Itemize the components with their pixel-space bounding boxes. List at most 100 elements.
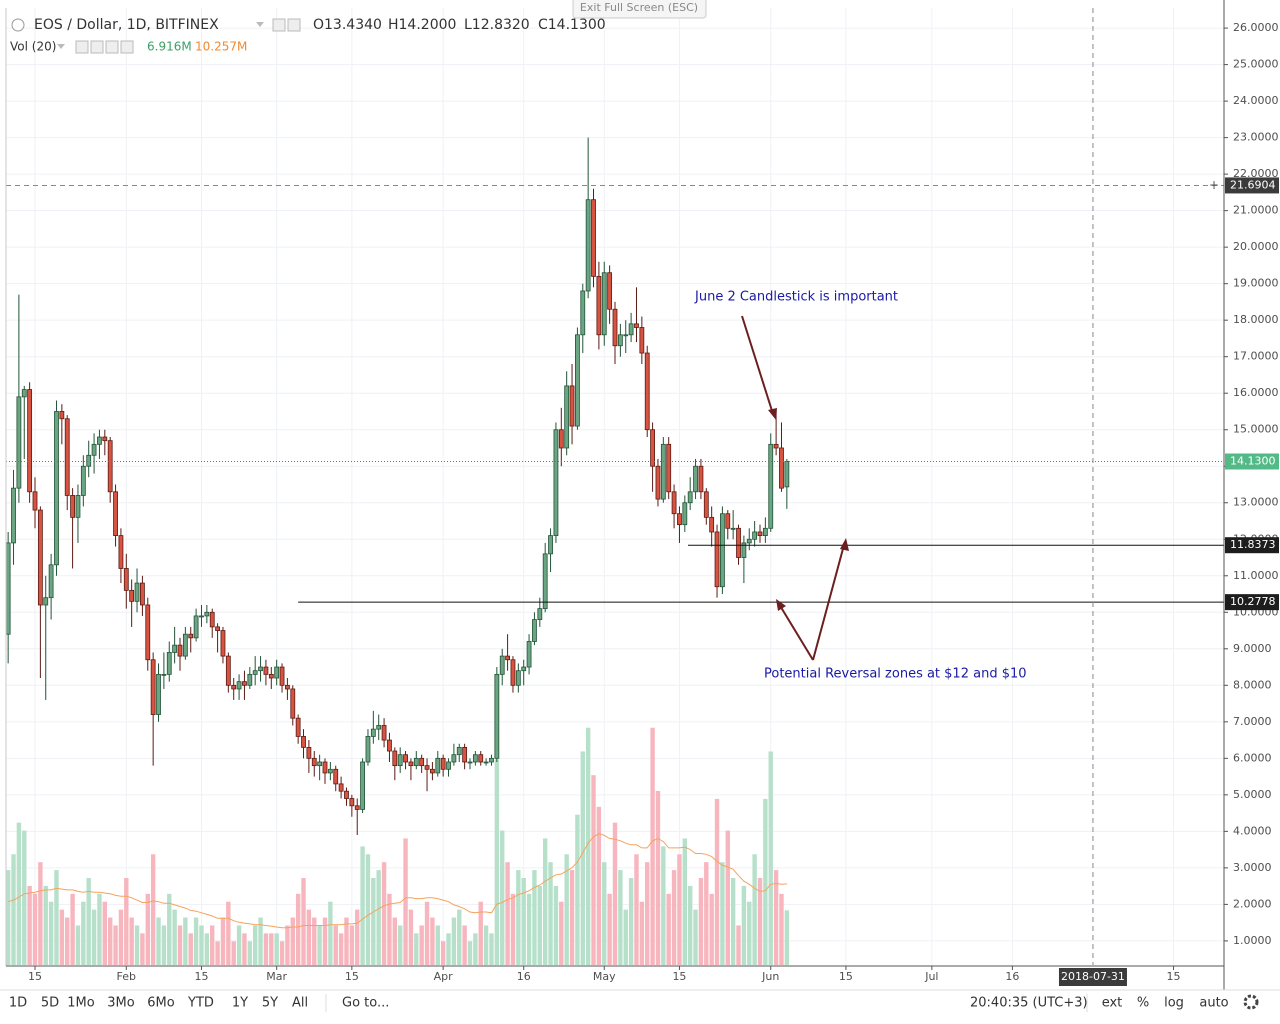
candle-body xyxy=(322,761,328,774)
range-button[interactable]: 6Mo xyxy=(147,996,174,1011)
support-label: 11.8373 xyxy=(1230,538,1276,551)
volume-bar xyxy=(312,917,317,965)
candle-body xyxy=(338,783,344,792)
dropdown-icon[interactable] xyxy=(57,44,65,49)
indicator-button[interactable] xyxy=(105,40,119,54)
indicator-button[interactable] xyxy=(75,40,89,54)
exit-fullscreen-label[interactable]: Exit Full Screen (ESC) xyxy=(580,1,698,14)
candle-body xyxy=(21,389,27,398)
candle-body xyxy=(161,673,167,676)
goto-button[interactable]: Go to... xyxy=(342,996,389,1011)
candle-body xyxy=(220,630,226,657)
dropdown-icon[interactable] xyxy=(256,22,264,27)
volume-bar xyxy=(704,862,709,965)
volume-bar xyxy=(177,925,183,965)
scale-option[interactable]: log xyxy=(1164,996,1184,1011)
volume-bar xyxy=(365,854,371,965)
volume-bar xyxy=(682,838,688,965)
volume-bar xyxy=(22,830,27,965)
candle-body xyxy=(37,509,43,606)
volume-bar xyxy=(252,925,258,965)
candle-body xyxy=(720,513,725,588)
volume-bar xyxy=(473,933,478,965)
grid-layer xyxy=(6,8,1224,965)
volume-bar xyxy=(741,885,747,965)
candle-body xyxy=(182,633,188,657)
candle-body xyxy=(376,725,382,730)
range-button[interactable]: 1Y xyxy=(232,996,248,1011)
candle-body xyxy=(472,754,478,763)
candle-body xyxy=(327,768,333,774)
range-button[interactable]: 5Y xyxy=(262,996,278,1011)
range-button[interactable]: YTD xyxy=(187,996,214,1011)
volume-bar xyxy=(747,901,752,965)
candle-body xyxy=(537,608,543,620)
volume-bar xyxy=(279,941,285,965)
scale-option[interactable]: ext xyxy=(1102,996,1123,1011)
candle-body xyxy=(456,746,462,756)
x-tick-label: 15 xyxy=(672,970,686,983)
candle-body xyxy=(274,666,280,679)
exit-fullscreen-button[interactable] xyxy=(572,0,707,19)
candle-body xyxy=(617,334,623,347)
candle-body xyxy=(607,272,613,310)
candle-body xyxy=(32,491,38,511)
volume-bar xyxy=(585,727,591,965)
volume-bar xyxy=(263,933,269,965)
volume-bar xyxy=(575,814,580,965)
candle-body xyxy=(451,754,457,763)
volume-bar xyxy=(48,901,54,965)
volume-bar xyxy=(118,909,124,965)
volume-bar xyxy=(242,933,247,965)
scale-option[interactable]: % xyxy=(1137,996,1149,1011)
annotation: June 2 Candlestick is important xyxy=(694,290,898,305)
volume-bar xyxy=(269,933,274,965)
candle-body xyxy=(762,527,768,537)
volume-bar xyxy=(306,909,312,965)
candle-body xyxy=(575,334,580,427)
candle-body xyxy=(354,805,360,810)
candle-body xyxy=(725,513,731,529)
volume-bar xyxy=(134,925,140,965)
volume-bar xyxy=(698,878,704,965)
volume-bar xyxy=(290,917,295,965)
volume-bar xyxy=(408,909,414,965)
candle-body xyxy=(467,761,473,764)
candle-body xyxy=(634,323,639,328)
y-tick-label: 3.0000 xyxy=(1233,861,1272,874)
x-tick-label: Feb xyxy=(117,970,136,983)
y-tick-label: 8.0000 xyxy=(1233,678,1272,691)
range-button[interactable]: 5D xyxy=(41,996,59,1011)
scale-option[interactable]: auto xyxy=(1199,996,1228,1011)
candle-body xyxy=(687,491,693,504)
settings-gear[interactable] xyxy=(1243,994,1259,1010)
crosshair-plus: + xyxy=(1209,178,1219,192)
volume-bar xyxy=(736,925,741,965)
ohlc-low: L12.8320 xyxy=(464,17,530,33)
x-tick-label: 15 xyxy=(839,970,853,983)
volume-bar xyxy=(548,862,553,965)
candle-body xyxy=(779,447,784,489)
volume-bar xyxy=(542,838,548,965)
candle-body xyxy=(118,535,124,569)
settings-button[interactable] xyxy=(272,18,286,32)
candle-body xyxy=(612,308,618,347)
range-button[interactable]: 3Mo xyxy=(107,996,134,1011)
candle-body xyxy=(462,746,468,763)
range-button[interactable]: All xyxy=(292,996,308,1011)
range-button[interactable]: 1D xyxy=(9,996,27,1011)
volume-bar xyxy=(274,933,279,965)
volume-bar xyxy=(188,933,193,965)
indicator-button[interactable] xyxy=(120,40,134,54)
candle-body xyxy=(585,199,591,292)
candle-body xyxy=(564,385,570,449)
indicator-button[interactable] xyxy=(90,40,104,54)
hide-button[interactable] xyxy=(287,18,301,32)
volume-bar xyxy=(140,933,145,965)
volume-bar xyxy=(526,893,532,965)
volume-bar xyxy=(779,893,784,965)
volume-bar xyxy=(650,727,655,965)
crosshair-x-label: 2018-07-31 xyxy=(1061,970,1125,983)
candle-body xyxy=(172,644,178,653)
range-button[interactable]: 1Mo xyxy=(67,996,94,1011)
